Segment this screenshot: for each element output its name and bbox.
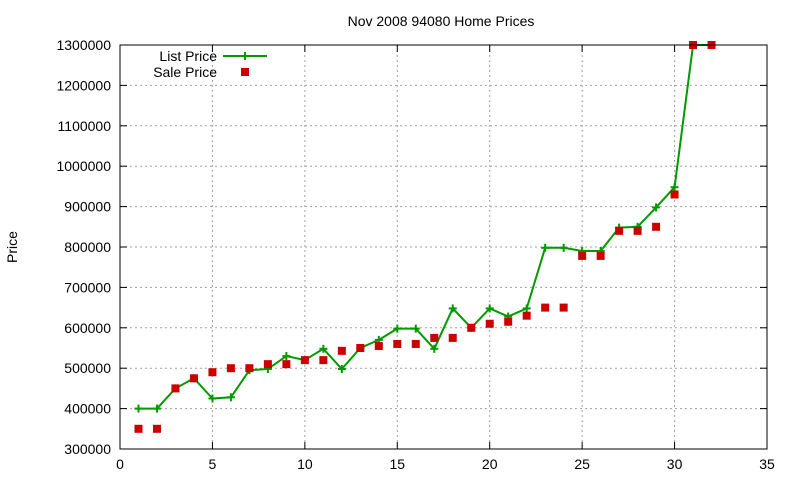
sale-price-point xyxy=(633,226,642,235)
data-series xyxy=(134,41,716,433)
sale-price-point xyxy=(300,356,309,365)
sale-price-point xyxy=(245,364,254,373)
legend-label-sale-price: Sale Price xyxy=(153,64,217,80)
list-price-point xyxy=(541,243,550,252)
chart-title: Nov 2008 94080 Home Prices xyxy=(348,13,535,29)
x-tick-label: 15 xyxy=(389,456,405,472)
list-price-point xyxy=(337,365,346,374)
list-price-point xyxy=(319,344,328,353)
x-tick-label: 5 xyxy=(209,456,217,472)
grid-lines xyxy=(120,45,767,449)
sale-price-point xyxy=(374,341,383,350)
list-price-point xyxy=(485,304,494,313)
x-tick-label: 20 xyxy=(482,456,498,472)
list-price-point xyxy=(448,304,457,313)
legend-swatches xyxy=(223,52,267,76)
sale-price-point xyxy=(356,344,365,352)
sale-price-point xyxy=(189,374,198,383)
x-tick-label: 0 xyxy=(116,456,124,472)
sale-price-point xyxy=(337,346,346,355)
y-tick-label: 800000 xyxy=(64,239,111,255)
y-tick-label: 400000 xyxy=(64,401,111,417)
list-price-point xyxy=(282,352,291,361)
list-price-point xyxy=(522,304,531,313)
y-tick-label: 300000 xyxy=(64,441,111,457)
list-price-point xyxy=(152,404,161,413)
x-tick-label: 25 xyxy=(574,456,590,472)
axis-ticks: 0 5 10 15 20 25 30 35 300000 400000 500000 600000 70… xyxy=(56,37,775,472)
sale-price-point xyxy=(652,222,661,231)
sale-price-point xyxy=(282,360,291,369)
list-price-line xyxy=(138,44,712,410)
plot-frame xyxy=(119,44,768,450)
x-tick-label: 30 xyxy=(667,456,683,472)
x-tick-label: 10 xyxy=(297,456,313,472)
sale-price-point xyxy=(578,251,587,260)
list-price-point xyxy=(670,183,679,192)
sale-price-point xyxy=(448,333,457,342)
list-price-point xyxy=(411,324,420,333)
y-tick-label: 1200000 xyxy=(56,77,111,93)
y-tick-label: 900000 xyxy=(64,199,111,215)
y-tick-label: 700000 xyxy=(64,279,111,295)
list-price-point xyxy=(652,203,661,212)
y-tick-label: 600000 xyxy=(64,320,111,336)
sale-price-point xyxy=(208,368,217,377)
sale-price-point xyxy=(522,311,531,320)
sale-price-point xyxy=(393,339,402,348)
y-axis-label: Price xyxy=(4,231,20,263)
sale-price-point xyxy=(596,251,605,260)
y-tick-label: 1300000 xyxy=(56,37,111,53)
list-price-point xyxy=(134,404,143,413)
sale-price-point xyxy=(263,360,272,369)
sale-price-point xyxy=(504,317,513,326)
x-tick-label: 35 xyxy=(759,456,775,472)
sale-price-point xyxy=(319,356,328,365)
sale-price-point xyxy=(670,190,679,199)
legend-swatch-sale-price xyxy=(241,68,249,76)
sale-price-point xyxy=(171,384,180,393)
sale-price-point xyxy=(615,226,624,235)
sale-price-point xyxy=(411,339,420,348)
sale-price-point xyxy=(226,364,235,373)
list-price-point xyxy=(226,393,235,402)
y-tick-label: 500000 xyxy=(64,360,111,376)
sale-price-point xyxy=(134,424,143,433)
sale-price-point xyxy=(152,424,161,433)
y-tick-label: 1100000 xyxy=(58,118,112,134)
y-tick-label: 1000000 xyxy=(56,158,111,174)
list-price-point xyxy=(393,324,402,333)
sale-price-point xyxy=(559,303,568,312)
sale-price-point xyxy=(541,303,550,312)
sale-price-point xyxy=(485,319,494,328)
list-price-point xyxy=(208,394,217,403)
sale-price-point xyxy=(467,323,476,332)
list-price-point xyxy=(430,344,439,353)
sale-price-point xyxy=(430,333,439,342)
list-price-point xyxy=(559,243,568,252)
legend-label-list-price: List Price xyxy=(159,48,217,64)
legend: List Price Sale Price xyxy=(153,48,267,80)
